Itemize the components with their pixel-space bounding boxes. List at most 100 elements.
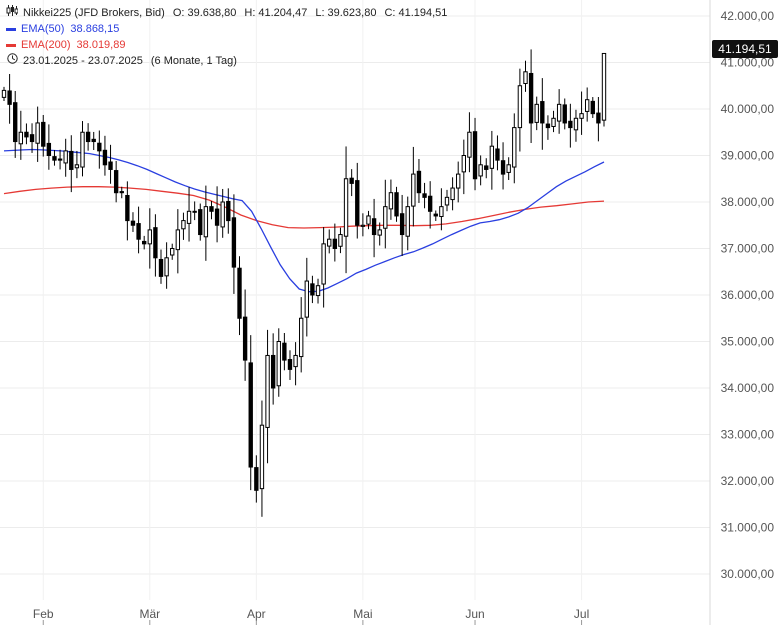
- candle-down: [91, 138, 96, 143]
- instrument-name: Nikkei225 (JFD Brokers, Bid): [23, 7, 165, 19]
- candle-up: [551, 117, 556, 127]
- candle-down: [113, 170, 119, 194]
- candle-up: [321, 243, 326, 285]
- y-tick-label: 35.000,00: [721, 335, 775, 349]
- y-tick-label: 33.000,00: [721, 428, 775, 442]
- candle-down: [46, 142, 52, 157]
- grid: [0, 0, 710, 600]
- close-label: C:: [384, 7, 396, 19]
- candle-up: [377, 229, 382, 236]
- candle-down: [394, 192, 399, 217]
- candle-down: [287, 359, 293, 370]
- candle-down: [125, 194, 130, 222]
- ema200-swatch: [6, 43, 16, 47]
- candle-down: [85, 131, 91, 143]
- candle-up: [584, 99, 590, 112]
- x-tick-label: Jun: [465, 607, 484, 621]
- candle-up: [601, 52, 607, 121]
- legend-ema50-row[interactable]: EMA(50) 38.868,15: [6, 21, 447, 37]
- y-tick-label: 30.000,00: [721, 567, 775, 581]
- high-label: H:: [244, 7, 256, 19]
- candlestick-icon: [6, 5, 19, 21]
- candle-down: [29, 134, 35, 143]
- candle-up: [450, 187, 455, 201]
- candle-down: [24, 131, 29, 138]
- candle-up: [220, 201, 225, 228]
- last-price-tag-text: 41.194,51: [718, 42, 772, 56]
- candle-down: [596, 112, 601, 124]
- candle-down: [270, 354, 276, 389]
- open-label: O:: [172, 7, 185, 19]
- y-tick-label: 32.000,00: [721, 474, 775, 488]
- candle-up: [327, 238, 332, 247]
- period: (6 Monate, 1 Tag): [150, 55, 237, 67]
- candle-down: [355, 180, 360, 226]
- candle-down: [399, 213, 405, 236]
- candle-up: [439, 206, 444, 218]
- candle-up: [343, 178, 349, 237]
- candle-down: [472, 131, 478, 180]
- candle-up: [203, 206, 209, 238]
- candle-down: [52, 156, 57, 161]
- candle-up: [164, 257, 169, 277]
- candle-down: [57, 158, 63, 161]
- candle-down: [231, 217, 237, 268]
- candle-up: [489, 145, 495, 169]
- candle-up: [512, 127, 517, 168]
- candle-down: [500, 160, 506, 175]
- candle-down: [545, 123, 551, 129]
- ema50-value: 38.868,15: [70, 23, 120, 35]
- chart-legend: Nikkei225 (JFD Brokers, Bid) O: 39.638,8…: [6, 5, 447, 69]
- candle-down: [242, 316, 248, 361]
- candle-up: [523, 71, 528, 85]
- x-tick-label: Feb: [33, 607, 54, 621]
- x-tick-label: Mai: [353, 607, 372, 621]
- candle-up: [175, 229, 181, 251]
- low-value: 39.623,80: [327, 7, 377, 19]
- candle-up: [534, 103, 539, 123]
- candle-down: [226, 200, 231, 222]
- candle-up: [35, 122, 40, 144]
- candle-down: [254, 467, 259, 491]
- candle-up: [366, 215, 371, 225]
- candle-up: [192, 210, 197, 213]
- ema200-value: 38.019,89: [76, 39, 126, 51]
- candle-down: [433, 213, 438, 217]
- candle-up: [444, 196, 450, 206]
- candle-up: [304, 280, 309, 318]
- y-tick-label: 37.000,00: [721, 242, 775, 256]
- ema200-label: EMA(200): [21, 39, 71, 51]
- candle-down: [416, 170, 422, 194]
- legend-ema200-row[interactable]: EMA(200) 38.019,89: [6, 37, 447, 53]
- candle-down: [97, 142, 102, 152]
- candle-up: [315, 285, 321, 297]
- candle-down: [158, 258, 164, 277]
- candle-down: [237, 267, 242, 319]
- candle-down: [248, 362, 253, 468]
- ema200-path: [3, 186, 605, 229]
- candle-up: [265, 354, 270, 428]
- candle-up: [293, 354, 298, 368]
- candle-up: [573, 117, 579, 131]
- candle-down: [562, 104, 567, 124]
- ema50-label: EMA(50): [21, 23, 65, 35]
- candle-up: [170, 248, 175, 256]
- candle-down: [130, 220, 136, 226]
- candle-down: [540, 101, 545, 124]
- candle-down: [484, 165, 489, 170]
- candle-up: [338, 234, 343, 247]
- candle-down: [41, 121, 46, 147]
- ema50-swatch: [6, 27, 16, 31]
- candle-up: [506, 164, 511, 173]
- candle-up: [360, 224, 366, 227]
- candle-up: [456, 173, 461, 189]
- open-value: 39.638,80: [187, 7, 237, 19]
- x-axis: Feb Mär Apr Mai Jun Jul: [33, 607, 589, 625]
- y-tick-label: 40.000,00: [721, 102, 775, 116]
- date-range: 23.01.2025 - 23.07.2025: [23, 55, 143, 67]
- candle-down: [528, 72, 534, 124]
- candle-up: [383, 206, 388, 229]
- candle-down: [371, 218, 377, 236]
- candle-up: [388, 192, 394, 210]
